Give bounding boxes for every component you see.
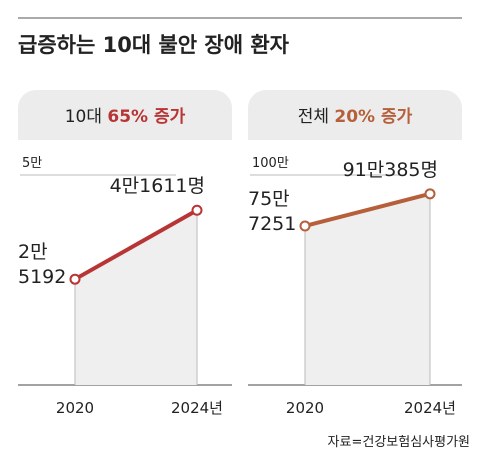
source: 자료=건강보험심사평가원 [328, 435, 470, 450]
header-prefix: 전체 [298, 107, 329, 127]
line [74, 208, 198, 281]
point [191, 204, 203, 216]
value-label: 2만 5192 [18, 241, 66, 288]
point [424, 188, 436, 200]
title: 급증하는 10대 불안 장애 환자 [18, 33, 290, 57]
header: 10대 65% 증가 [65, 107, 186, 127]
header-prefix: 10대 [65, 107, 102, 127]
x-tick-label: 2024년 [171, 399, 223, 417]
area [305, 193, 430, 385]
value-label: 4만1611명 [110, 175, 205, 197]
point [69, 273, 81, 285]
value-label: 91만385명 [343, 159, 438, 181]
header-highlight: 65% 증가 [107, 107, 185, 127]
header-highlight: 20% 증가 [334, 107, 412, 127]
x-tick-label: 2020 [56, 399, 94, 417]
header: 전체 20% 증가 [298, 107, 413, 127]
y-tick-label: 100만 [252, 156, 289, 171]
header-box [18, 90, 232, 140]
x-tick-label: 2024년 [404, 399, 456, 417]
line [304, 191, 431, 228]
x-tick-label: 2020 [286, 399, 324, 417]
header-box [248, 90, 462, 140]
area [75, 210, 197, 385]
value-label: 75만 7251 [248, 188, 296, 235]
y-tick-label: 5만 [22, 156, 42, 171]
point [299, 220, 311, 232]
